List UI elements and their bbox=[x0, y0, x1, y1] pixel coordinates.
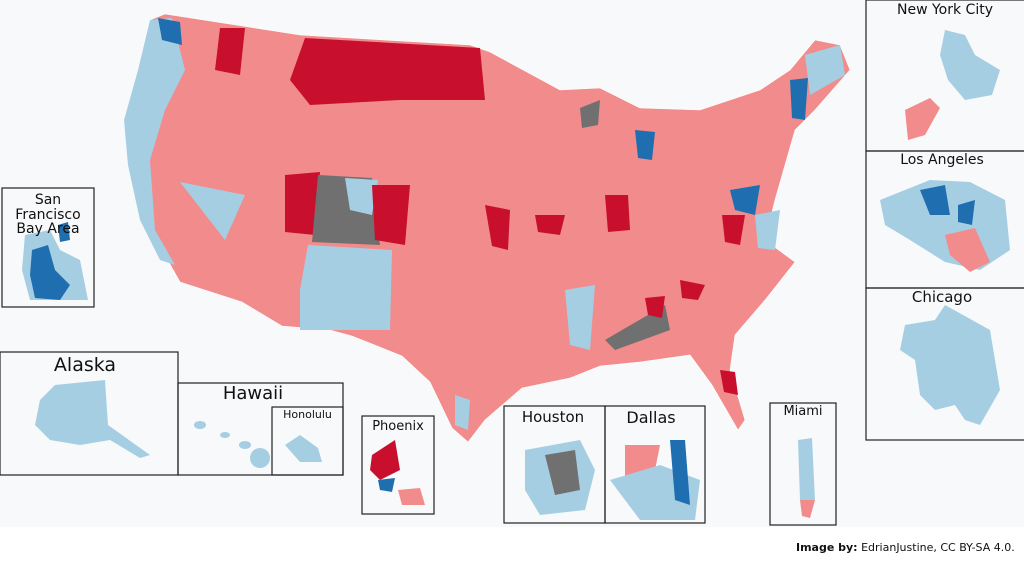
region bbox=[30, 222, 70, 300]
region bbox=[670, 440, 690, 505]
region bbox=[680, 280, 705, 300]
inset-frame bbox=[271, 406, 344, 476]
region bbox=[945, 228, 990, 272]
region bbox=[790, 78, 808, 120]
region bbox=[940, 30, 1000, 100]
region bbox=[300, 245, 392, 330]
island bbox=[250, 448, 270, 468]
region bbox=[455, 395, 470, 430]
region bbox=[645, 296, 665, 318]
inset-label: Dallas bbox=[626, 408, 676, 427]
region bbox=[124, 18, 185, 265]
region bbox=[485, 205, 510, 250]
region bbox=[345, 178, 378, 215]
region bbox=[755, 210, 780, 250]
inset-label: Honolulu bbox=[283, 408, 332, 421]
region bbox=[605, 305, 670, 350]
inset-label: Chicago bbox=[911, 288, 973, 306]
region bbox=[545, 450, 580, 495]
inset-label: Phoenix bbox=[372, 419, 424, 434]
inset-label: Hawaii bbox=[222, 383, 284, 404]
region bbox=[378, 478, 395, 492]
region bbox=[900, 305, 1000, 425]
region bbox=[722, 215, 745, 245]
credit-text: EdrianJustine, CC BY-SA 4.0. bbox=[861, 541, 1015, 554]
inset-frame bbox=[604, 405, 706, 524]
island bbox=[239, 441, 251, 449]
region bbox=[285, 435, 322, 462]
inset-frame bbox=[361, 415, 435, 515]
region bbox=[370, 440, 400, 480]
region bbox=[180, 182, 245, 240]
region bbox=[285, 172, 320, 235]
inset-frame bbox=[865, 287, 1024, 441]
region bbox=[158, 18, 182, 45]
inset-label: Los Angeles bbox=[900, 152, 984, 168]
inset-frame bbox=[769, 402, 837, 526]
region bbox=[605, 195, 630, 232]
region bbox=[798, 438, 815, 500]
region bbox=[805, 45, 845, 95]
region bbox=[730, 185, 760, 215]
region bbox=[905, 98, 940, 140]
inset-label: San Francisco Bay Area bbox=[15, 192, 81, 238]
region bbox=[398, 488, 425, 505]
inset-label: Miami bbox=[783, 404, 823, 419]
region bbox=[920, 185, 975, 225]
region bbox=[535, 215, 565, 235]
credit: Image by: EdrianJustine, CC BY-SA 4.0. bbox=[796, 541, 1015, 554]
island bbox=[194, 421, 206, 429]
region bbox=[35, 380, 150, 458]
region bbox=[372, 185, 410, 245]
region bbox=[565, 285, 595, 350]
region bbox=[720, 370, 738, 395]
region bbox=[580, 100, 600, 128]
inset-label: Houston bbox=[521, 408, 585, 426]
island bbox=[220, 432, 230, 438]
region bbox=[215, 28, 245, 75]
inset-label: New York City bbox=[897, 2, 993, 18]
inset-label: Alaska bbox=[53, 354, 117, 376]
region bbox=[290, 38, 485, 105]
credit-label: Image by: bbox=[796, 541, 858, 554]
region bbox=[800, 500, 815, 518]
inset-frame bbox=[1, 187, 95, 308]
region bbox=[635, 130, 655, 160]
